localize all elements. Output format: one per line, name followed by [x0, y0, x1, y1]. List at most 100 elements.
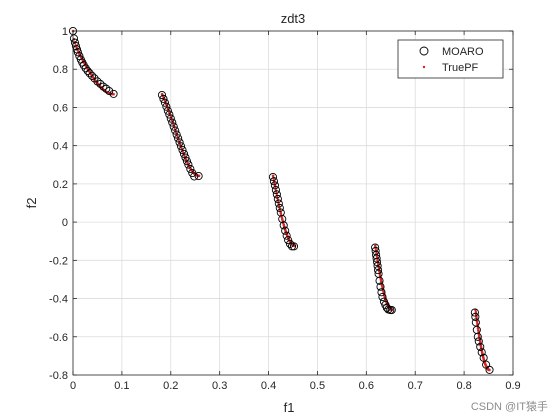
- truepf-point: [378, 270, 381, 273]
- moaro-point: [166, 114, 175, 123]
- moaro-point: [109, 89, 118, 98]
- moaro-point: [474, 337, 483, 346]
- y-tick-label: -0.4: [49, 294, 68, 306]
- truepf-point: [178, 142, 182, 146]
- moaro-point: [268, 172, 278, 182]
- moaro-point: [90, 74, 99, 83]
- axes-box: [72, 30, 514, 376]
- moaro-point: [71, 42, 80, 51]
- moaro-point: [476, 342, 485, 351]
- x-tick-label: 0.4: [261, 380, 276, 392]
- moaro-point: [175, 138, 184, 147]
- moaro-point: [181, 153, 190, 162]
- y-axis-label: f2: [24, 198, 39, 209]
- moaro-point: [281, 226, 290, 235]
- legend-box: [397, 39, 504, 79]
- moaro-point: [85, 69, 94, 78]
- moaro-point: [278, 215, 287, 224]
- moaro-point: [96, 79, 105, 88]
- moaro-point: [160, 98, 169, 107]
- moaro-point: [186, 164, 195, 174]
- moaro-point: [73, 48, 82, 57]
- moaro-point: [272, 190, 281, 199]
- truepf-point: [271, 174, 275, 178]
- moaro-point: [270, 181, 279, 190]
- moaro-point: [282, 231, 291, 240]
- y-tick-label: 0: [62, 217, 68, 229]
- moaro-point: [159, 94, 168, 103]
- moaro-point: [471, 312, 480, 321]
- x-tick-label: 0.9: [505, 380, 520, 392]
- moaro-point: [289, 242, 299, 251]
- y-tick-label: 0.2: [53, 179, 68, 191]
- truepf-point: [477, 335, 481, 338]
- legend: MOARO TruePF: [397, 39, 504, 79]
- moaro-point: [163, 106, 172, 115]
- truepf-point: [476, 326, 480, 330]
- moaro-point: [83, 66, 92, 75]
- y-tick-label: 0.4: [53, 141, 68, 153]
- x-tick-label: 0.3: [212, 380, 227, 392]
- moaro-point: [190, 172, 199, 181]
- y-axis-ticks: -0.8 -0.6 -0.4 -0.2 0 0.2 0.4 0.6 0.8 1: [49, 26, 513, 382]
- y-tick-label: 1: [62, 26, 68, 38]
- moaro-point: [88, 71, 97, 80]
- moaro-point: [373, 261, 382, 270]
- moaro-point: [168, 118, 177, 127]
- moaro-point: [275, 203, 284, 213]
- y-tick-label: 0.8: [53, 64, 68, 76]
- moaro-point: [374, 266, 383, 275]
- moaro-point: [172, 130, 181, 139]
- moaro-point: [178, 146, 187, 155]
- truepf-point: [279, 212, 283, 215]
- moaro-point: [69, 34, 79, 43]
- moaro-point: [102, 84, 111, 93]
- moaro-point: [373, 258, 382, 267]
- moaro-point: [176, 142, 186, 151]
- y-tick-label: -0.6: [49, 332, 68, 344]
- moaro-point: [162, 102, 171, 111]
- moaro-point: [269, 177, 278, 186]
- legend-truepf-marker: [422, 65, 426, 69]
- moaro-point: [286, 239, 295, 248]
- moaro-point: [375, 276, 384, 285]
- moaro-point: [271, 185, 280, 195]
- truepf-point: [376, 259, 379, 262]
- x-tick-label: 0.6: [359, 380, 374, 392]
- x-tick-label: 0.2: [163, 380, 178, 392]
- truepf-point: [488, 368, 491, 372]
- y-tick-label: -0.2: [49, 255, 68, 267]
- moaro-point: [273, 194, 282, 204]
- truepf-point: [477, 328, 480, 332]
- y-tick-label: 0.6: [53, 102, 68, 114]
- truepf-point: [474, 310, 478, 314]
- moaro-point: [376, 282, 385, 291]
- legend-moaro-label: MOARO: [442, 46, 484, 58]
- truepf-point: [273, 182, 276, 185]
- truepf-point: [374, 244, 377, 248]
- moaro-point: [284, 236, 293, 245]
- truepf-point: [197, 174, 201, 178]
- moaro-point: [377, 288, 386, 297]
- chart-title: zdt3: [281, 11, 306, 26]
- moaro-series: [68, 26, 494, 374]
- moaro-point: [194, 172, 203, 181]
- moaro-point: [477, 348, 486, 357]
- moaro-point: [473, 332, 482, 341]
- moaro-point: [276, 208, 285, 217]
- moaro-point: [274, 199, 283, 208]
- moaro-point: [279, 221, 288, 230]
- moaro-point: [485, 365, 494, 374]
- legend-moaro-marker: [419, 46, 429, 56]
- x-axis-ticks: 0 0.1 0.2 0.3 0.4 0.5 0.6 0.7 0.8 0.9: [70, 31, 521, 392]
- truepf-point: [112, 92, 115, 96]
- moaro-point: [184, 160, 193, 169]
- x-tick-label: 0: [70, 380, 76, 392]
- moaro-point: [105, 86, 114, 96]
- x-tick-label: 0.5: [310, 380, 325, 392]
- moaro-point: [287, 242, 297, 251]
- watermark: CSDN @IT猿手: [471, 399, 548, 413]
- moaro-point: [387, 305, 396, 315]
- moaro-point: [470, 308, 479, 317]
